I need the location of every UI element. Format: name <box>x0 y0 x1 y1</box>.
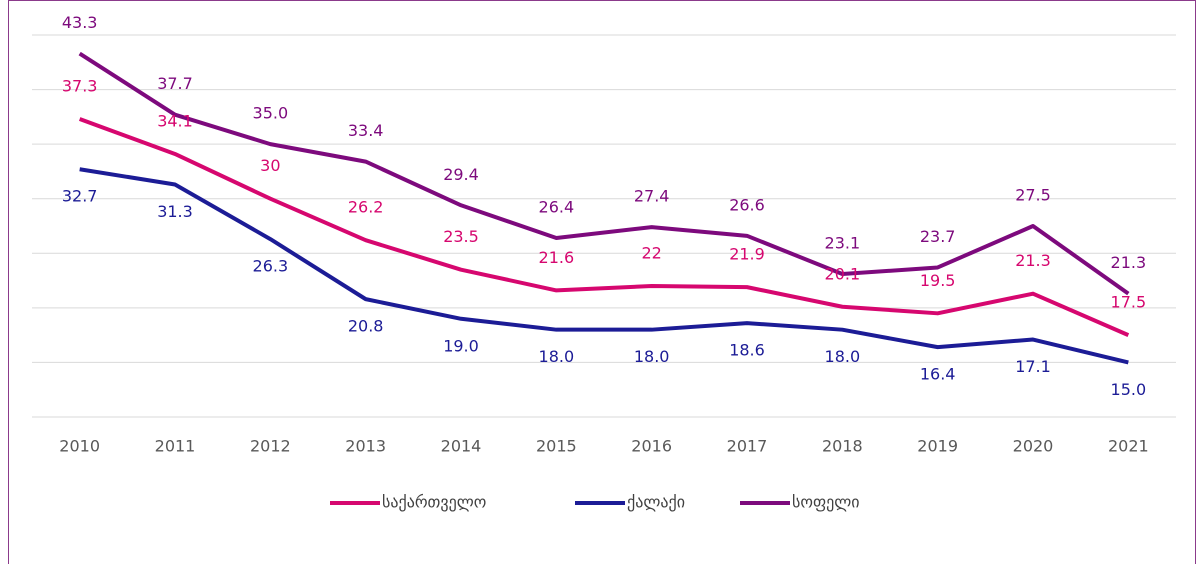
data-label: 23.7 <box>920 227 956 246</box>
x-tick-label: 2021 <box>1108 437 1149 456</box>
x-tick-label: 2010 <box>59 437 100 456</box>
data-label: 20.1 <box>825 264 861 283</box>
chart-border <box>8 0 1196 564</box>
data-label: 43.3 <box>62 13 98 32</box>
x-tick-label: 2014 <box>441 437 482 456</box>
x-tick-label: 2017 <box>727 437 768 456</box>
data-label: 17.5 <box>1111 293 1147 312</box>
data-label: 34.1 <box>157 111 193 130</box>
x-tick-label: 2015 <box>536 437 577 456</box>
line <box>79 167 1129 365</box>
line <box>78 51 1130 296</box>
x-tick-label: 2018 <box>822 437 863 456</box>
data-label: 18.0 <box>825 347 861 366</box>
data-label: 27.5 <box>1015 186 1051 205</box>
x-tick-label: 2020 <box>1013 437 1054 456</box>
data-label: 32.7 <box>62 187 98 206</box>
data-label: 19.5 <box>920 271 956 290</box>
data-label: 31.3 <box>157 202 193 221</box>
data-label: 23.5 <box>443 227 479 246</box>
data-label: 21.9 <box>729 245 765 264</box>
data-label: 23.1 <box>825 234 861 253</box>
data-label: 20.8 <box>348 317 384 336</box>
x-tick-label: 2016 <box>631 437 672 456</box>
data-label: 16.4 <box>920 365 956 384</box>
data-label: 26.3 <box>253 257 289 276</box>
data-label: 26.2 <box>348 198 384 217</box>
data-label: 21.3 <box>1015 251 1051 270</box>
data-label: 30 <box>260 156 280 175</box>
data-label: 15.0 <box>1111 380 1147 399</box>
data-label: 37.3 <box>62 77 98 96</box>
data-label: 22 <box>641 244 661 263</box>
line <box>78 117 1130 337</box>
data-label: 26.4 <box>539 198 575 217</box>
data-label: 29.4 <box>443 165 479 184</box>
data-label: 35.0 <box>253 104 289 123</box>
data-label: 18.6 <box>729 341 765 360</box>
data-label: 26.6 <box>729 195 765 214</box>
data-label: 18.0 <box>634 347 670 366</box>
data-label: 33.4 <box>348 121 384 140</box>
data-label: 17.1 <box>1015 357 1051 376</box>
x-tick-label: 2012 <box>250 437 291 456</box>
x-tick-label: 2019 <box>917 437 958 456</box>
data-label: 21.3 <box>1111 253 1147 272</box>
legend-label: ქალაქი <box>627 493 685 512</box>
x-tick-label: 2011 <box>155 437 196 456</box>
data-label: 21.6 <box>539 248 575 267</box>
legend-label: საქართველო <box>382 493 486 512</box>
data-label: 18.0 <box>539 347 575 366</box>
x-tick-label: 2013 <box>345 437 386 456</box>
legend-label: სოფელი <box>792 493 860 512</box>
data-label: 27.4 <box>634 187 670 206</box>
data-label: 37.7 <box>157 74 193 93</box>
data-label: 19.0 <box>443 336 479 355</box>
